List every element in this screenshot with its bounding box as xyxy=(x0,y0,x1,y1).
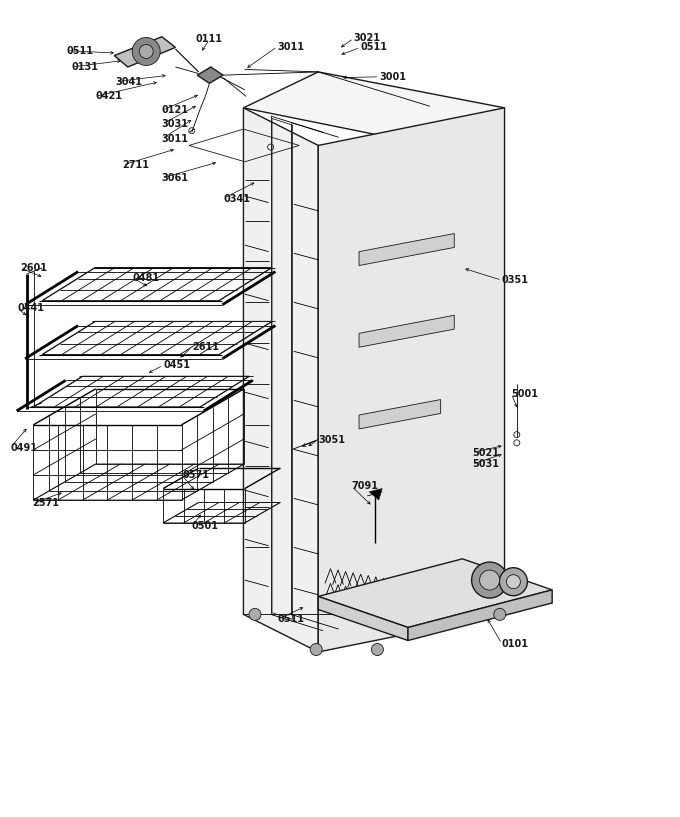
Text: 0451: 0451 xyxy=(163,360,190,370)
Polygon shape xyxy=(408,590,552,641)
Circle shape xyxy=(132,38,160,65)
Text: 3031: 3031 xyxy=(162,119,189,129)
Text: 0511: 0511 xyxy=(360,42,388,52)
Text: 0341: 0341 xyxy=(223,194,250,203)
Text: 2711: 2711 xyxy=(122,160,150,170)
Circle shape xyxy=(472,562,507,598)
Text: 2601: 2601 xyxy=(20,263,48,273)
Text: 0101: 0101 xyxy=(502,639,529,649)
Polygon shape xyxy=(243,108,318,652)
Text: 0511: 0511 xyxy=(277,614,305,624)
Polygon shape xyxy=(359,234,454,266)
Text: 0131: 0131 xyxy=(71,62,99,72)
Text: 0441: 0441 xyxy=(17,303,44,313)
Text: 3021: 3021 xyxy=(354,33,381,43)
Text: 3011: 3011 xyxy=(162,134,189,144)
Polygon shape xyxy=(114,37,175,67)
Circle shape xyxy=(249,609,261,620)
Polygon shape xyxy=(359,400,441,429)
Polygon shape xyxy=(318,108,505,652)
Text: 0501: 0501 xyxy=(192,521,219,531)
Text: 0491: 0491 xyxy=(10,443,37,453)
Text: 3011: 3011 xyxy=(277,42,305,51)
Text: 0111: 0111 xyxy=(196,34,223,44)
Polygon shape xyxy=(318,596,408,641)
Text: 5021: 5021 xyxy=(473,448,500,458)
Polygon shape xyxy=(197,67,223,83)
Circle shape xyxy=(499,568,528,596)
Text: 0481: 0481 xyxy=(133,273,160,283)
Text: 7091: 7091 xyxy=(352,481,379,491)
Text: 2571: 2571 xyxy=(33,498,60,508)
Text: 3051: 3051 xyxy=(318,435,345,444)
Circle shape xyxy=(310,644,322,655)
Text: 3061: 3061 xyxy=(162,173,189,183)
Polygon shape xyxy=(359,315,454,347)
Text: 2611: 2611 xyxy=(192,342,219,352)
Text: 3001: 3001 xyxy=(379,72,407,82)
Text: 0511: 0511 xyxy=(67,46,94,56)
Text: 0571: 0571 xyxy=(182,471,209,480)
Text: 5031: 5031 xyxy=(473,459,500,469)
Circle shape xyxy=(479,570,500,590)
Polygon shape xyxy=(243,72,505,145)
Polygon shape xyxy=(318,559,552,627)
Circle shape xyxy=(139,44,153,59)
Text: 0421: 0421 xyxy=(95,92,122,101)
Text: 3041: 3041 xyxy=(116,77,143,87)
Text: 0351: 0351 xyxy=(502,275,529,285)
Circle shape xyxy=(507,574,520,589)
Circle shape xyxy=(494,609,506,620)
Text: 0121: 0121 xyxy=(162,105,189,115)
Text: 5001: 5001 xyxy=(511,389,539,399)
Polygon shape xyxy=(369,489,382,500)
Circle shape xyxy=(371,644,384,655)
